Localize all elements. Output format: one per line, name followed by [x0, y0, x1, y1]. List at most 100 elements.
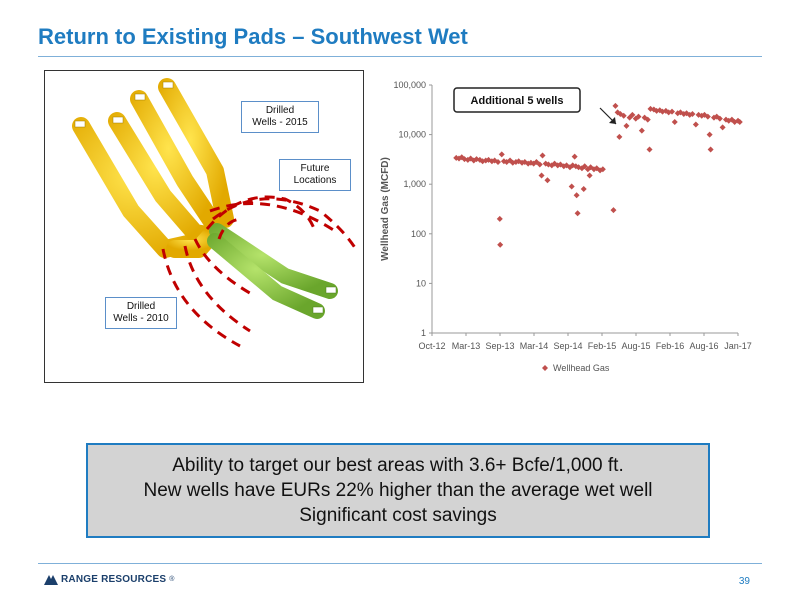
- data-point: [620, 112, 627, 119]
- data-point: [544, 177, 551, 184]
- summary-box: Ability to target our best areas with 3.…: [86, 443, 710, 538]
- data-point: [507, 157, 514, 164]
- data-point: [668, 108, 675, 115]
- data-point: [614, 109, 621, 116]
- data-point: [635, 113, 642, 120]
- annotation-text: Additional 5 wells: [471, 95, 564, 107]
- data-point: [725, 117, 732, 124]
- well-pad-labels-2015: [74, 81, 174, 128]
- data-point: [574, 210, 581, 217]
- page-number: 39: [738, 576, 750, 587]
- data-point: [536, 161, 543, 168]
- summary-line-2: New wells have EURs 22% higher than the …: [143, 480, 653, 501]
- production-chart-svg: 1 10 100 1,000 10,000 100,000 Oct-12 Mar-13 Sep-…: [380, 80, 752, 373]
- data-point: [519, 159, 526, 166]
- range-logo-icon: [44, 574, 58, 585]
- callout-future-locations: Future Locations: [279, 159, 351, 191]
- x-tick-label: Sep-14: [553, 341, 582, 351]
- wells-2010: [207, 223, 338, 319]
- data-point: [476, 156, 483, 163]
- data-point: [496, 215, 503, 222]
- data-point: [458, 154, 465, 161]
- data-point: [578, 165, 585, 172]
- data-point: [527, 159, 534, 166]
- data-point: [521, 159, 528, 166]
- data-point: [626, 114, 633, 121]
- logo-registered-mark: ®: [169, 576, 175, 583]
- x-tick-label: Oct-12: [418, 341, 445, 351]
- legend-label: Wellhead Gas: [553, 363, 610, 373]
- data-point: [647, 105, 654, 112]
- callout-drilled-2015-line1: Drilled: [265, 105, 295, 116]
- production-chart: 1 10 100 1,000 10,000 100,000 Oct-12 Mar-13 Sep-…: [370, 68, 766, 388]
- x-tick-label: Mar-13: [452, 341, 481, 351]
- data-point: [686, 111, 693, 118]
- data-point: [581, 163, 588, 170]
- data-point: [731, 118, 738, 125]
- well-pad-labels-2010: [312, 286, 337, 314]
- data-point: [563, 162, 570, 169]
- data-point: [495, 159, 502, 166]
- data-point: [736, 118, 743, 125]
- data-point: [500, 158, 507, 165]
- data-point: [580, 186, 587, 193]
- data-point: [646, 146, 653, 153]
- summary-line-3: Significant cost savings: [299, 505, 497, 526]
- data-point: [680, 111, 687, 118]
- data-point: [692, 121, 699, 128]
- annotation-arrow-head: [609, 117, 616, 124]
- callout-drilled-2010-line2: Wells - 2010: [113, 313, 169, 324]
- slide-title: Return to Existing Pads – Southwest Wet: [38, 24, 468, 49]
- x-tick-label: Jan-17: [724, 341, 752, 351]
- callout-future-line1: Future: [300, 163, 330, 174]
- summary-line-1: Ability to target our best areas with 3.…: [172, 455, 624, 476]
- data-point: [722, 116, 729, 123]
- data-point: [586, 172, 593, 179]
- data-point: [498, 151, 505, 158]
- data-point: [719, 124, 726, 131]
- well-map: Drilled Wells - 2015 Future Locations Dr…: [44, 70, 364, 383]
- x-tick-label: Feb-16: [656, 341, 685, 351]
- data-point: [538, 172, 545, 179]
- wells-2015: [72, 78, 234, 258]
- data-point: [716, 115, 723, 122]
- data-point: [671, 118, 678, 125]
- data-point: [597, 167, 604, 174]
- callout-drilled-2010-line1: Drilled: [126, 301, 156, 312]
- data-point: [629, 111, 636, 118]
- future-locations: [161, 195, 359, 348]
- data-point: [572, 163, 579, 170]
- y-tick-label: 10: [416, 278, 426, 288]
- data-point: [587, 164, 594, 171]
- data-point: [706, 131, 713, 138]
- data-point: [623, 122, 630, 129]
- data-point: [491, 157, 498, 164]
- data-point: [545, 161, 552, 168]
- data-point: [616, 133, 623, 140]
- data-point: [710, 114, 717, 121]
- x-tick-label: Mar-14: [520, 341, 549, 351]
- data-point: [683, 110, 690, 117]
- callout-future-line2: Locations: [293, 175, 337, 186]
- x-tick-label: Sep-13: [485, 341, 514, 351]
- callout-drilled-2015: Drilled Wells - 2015: [241, 101, 319, 133]
- callout-drilled-2010: Drilled Wells - 2010: [105, 297, 177, 329]
- data-point: [599, 166, 606, 173]
- data-point: [530, 160, 537, 167]
- company-logo: RANGE RESOURCES ®: [44, 574, 175, 585]
- callout-drilled-2015-line2: Wells - 2015: [252, 117, 308, 128]
- data-point: [689, 111, 696, 118]
- data-point: [571, 153, 578, 160]
- y-tick-label: 100,000: [393, 80, 426, 90]
- data-point: [497, 241, 504, 248]
- data-point: [632, 115, 639, 122]
- data-point: [644, 116, 651, 123]
- data-point: [665, 109, 672, 116]
- data-point: [539, 152, 546, 159]
- logo-text: RANGE RESOURCES: [61, 574, 167, 585]
- data-point: [573, 192, 580, 199]
- y-axis-title: Wellhead Gas (MCFD): [380, 157, 391, 261]
- footer-rule: [38, 563, 762, 564]
- data-point: [568, 183, 575, 190]
- data-point: [707, 146, 714, 153]
